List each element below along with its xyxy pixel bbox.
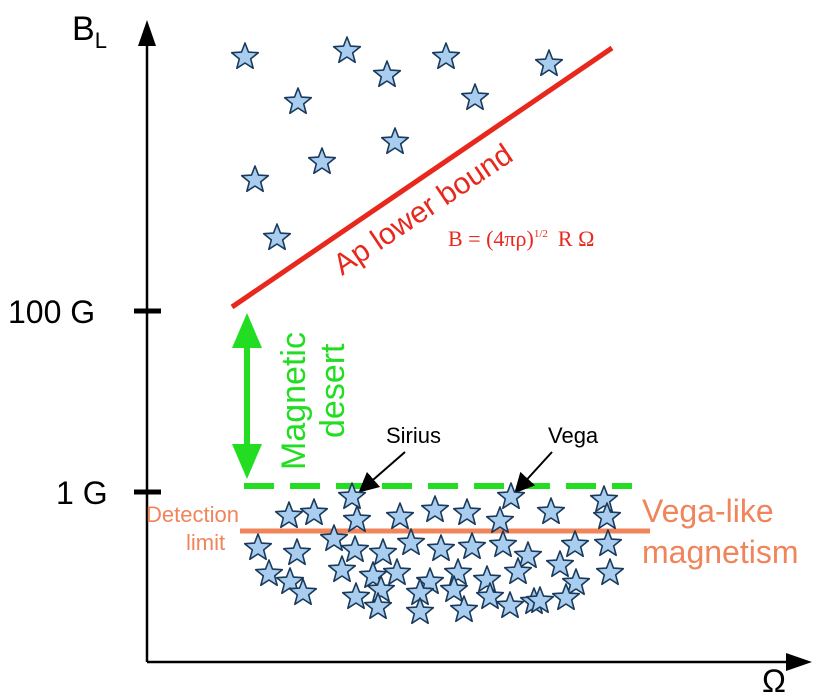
star-icon xyxy=(342,505,372,533)
star-icon xyxy=(449,595,479,623)
star-icon xyxy=(560,530,590,558)
star-icon xyxy=(488,530,518,558)
stars-group xyxy=(230,36,625,625)
star-icon xyxy=(240,165,270,193)
star-icon xyxy=(332,36,362,64)
star-icon xyxy=(536,497,566,525)
star-icon xyxy=(372,60,402,88)
vega-like-label-1: Vega-like xyxy=(642,493,774,529)
star-icon xyxy=(358,561,388,589)
sirius-pointer xyxy=(358,451,406,493)
star-icon xyxy=(230,42,260,70)
star-icon xyxy=(254,559,284,587)
star-icon xyxy=(282,538,312,566)
star-icon xyxy=(368,538,398,566)
y-axis-arrowhead xyxy=(138,20,156,46)
star-icon xyxy=(274,501,304,529)
vega-label: Vega xyxy=(548,423,599,448)
star-icon xyxy=(460,83,490,111)
star-icon xyxy=(327,555,357,583)
x-axis-label: Ω xyxy=(762,663,786,697)
star-icon xyxy=(396,528,426,556)
star-icon xyxy=(382,558,412,586)
star-icon xyxy=(589,485,619,513)
star-icon xyxy=(452,498,482,526)
star-icon xyxy=(283,87,313,115)
tick-label-100g: 100 G xyxy=(8,294,95,330)
star-icon xyxy=(307,147,337,175)
star-icon xyxy=(561,568,591,596)
star-icon xyxy=(551,583,581,611)
star-icon xyxy=(485,506,515,534)
ap-lower-bound-label: Ap lower bound xyxy=(327,138,518,282)
vega-like-label-2: magnetism xyxy=(642,534,799,570)
vega-pointer xyxy=(514,451,553,494)
star-icon xyxy=(426,534,456,562)
ap-formula: B = (4πρ)1/2 R Ω xyxy=(448,226,594,251)
star-icon xyxy=(592,502,622,530)
magnetic-desert-label-2: desert xyxy=(314,343,352,438)
star-icon xyxy=(262,223,292,251)
x-axis-arrowhead xyxy=(786,653,812,671)
star-icon xyxy=(363,592,393,620)
star-icon xyxy=(439,575,469,603)
star-icon xyxy=(495,591,525,619)
star-icon xyxy=(380,127,410,155)
magnetic-desert-label-1: Magnetic xyxy=(275,332,313,470)
star-icon xyxy=(288,578,318,606)
star-icon xyxy=(385,502,415,530)
magnetic-desert-arrow xyxy=(232,313,262,479)
star-icon xyxy=(595,558,625,586)
star-icon xyxy=(431,42,461,70)
detection-limit-label-1: Detection xyxy=(146,502,239,527)
star-icon xyxy=(457,532,487,560)
star-icon xyxy=(593,529,623,557)
star-icon xyxy=(405,597,435,625)
star-icon xyxy=(319,524,349,552)
star-icon xyxy=(337,482,367,510)
star-icon xyxy=(545,550,575,578)
star-icon xyxy=(534,49,564,77)
y-axis-label: BL xyxy=(72,10,107,53)
star-icon xyxy=(299,498,329,526)
tick-label-1g: 1 G xyxy=(56,475,108,511)
star-icon xyxy=(366,575,396,603)
star-icon xyxy=(503,557,533,585)
star-icon xyxy=(496,482,526,510)
star-icon xyxy=(472,565,502,593)
star-icon xyxy=(525,586,555,614)
detection-limit-label-2: limit xyxy=(186,530,225,555)
star-icon xyxy=(420,495,450,523)
ap-lower-bound-line xyxy=(230,45,614,310)
star-icon xyxy=(513,541,543,569)
star-icon xyxy=(341,582,371,610)
star-icon xyxy=(443,558,473,586)
star-icon xyxy=(475,582,505,610)
star-icon xyxy=(243,533,273,561)
sirius-label: Sirius xyxy=(386,423,441,448)
star-icon xyxy=(340,535,370,563)
